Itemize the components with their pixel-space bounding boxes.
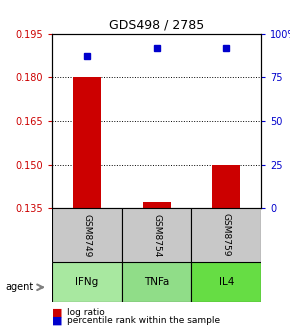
Bar: [143, 203, 171, 208]
Text: IL4: IL4: [218, 277, 234, 287]
Text: GSM8759: GSM8759: [222, 213, 231, 257]
FancyBboxPatch shape: [52, 262, 122, 302]
Text: TNFa: TNFa: [144, 277, 169, 287]
FancyBboxPatch shape: [191, 262, 261, 302]
Text: percentile rank within the sample: percentile rank within the sample: [67, 317, 220, 325]
Title: GDS498 / 2785: GDS498 / 2785: [109, 18, 204, 31]
FancyBboxPatch shape: [52, 208, 122, 262]
FancyBboxPatch shape: [122, 262, 191, 302]
Bar: [73, 77, 101, 208]
Text: IFNg: IFNg: [75, 277, 99, 287]
Text: ■: ■: [52, 307, 63, 318]
Text: GSM8749: GSM8749: [82, 213, 92, 257]
Bar: [212, 165, 240, 208]
Text: ■: ■: [52, 316, 63, 326]
Text: agent: agent: [6, 282, 34, 292]
Text: log ratio: log ratio: [67, 308, 104, 317]
FancyBboxPatch shape: [122, 208, 191, 262]
Text: GSM8754: GSM8754: [152, 213, 161, 257]
FancyBboxPatch shape: [191, 208, 261, 262]
